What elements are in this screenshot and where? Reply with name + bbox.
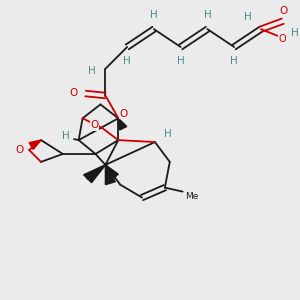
Text: H: H [164, 129, 172, 139]
Text: O: O [279, 34, 286, 44]
Text: O: O [70, 88, 78, 98]
Text: H: H [123, 56, 131, 66]
Text: H: H [230, 56, 238, 66]
Polygon shape [118, 118, 127, 130]
Text: H: H [244, 12, 252, 22]
Text: O: O [15, 145, 23, 155]
Text: Me: Me [184, 192, 198, 201]
Text: H: H [88, 66, 95, 76]
Text: O: O [120, 109, 128, 119]
Polygon shape [84, 165, 105, 183]
Text: H: H [62, 131, 70, 141]
Polygon shape [105, 165, 115, 185]
Text: H: H [177, 56, 184, 66]
Text: H: H [150, 10, 158, 20]
Text: O: O [90, 120, 99, 130]
Text: O: O [280, 6, 288, 16]
Polygon shape [105, 165, 119, 179]
Polygon shape [29, 140, 41, 149]
Polygon shape [88, 165, 105, 180]
Text: H: H [291, 28, 298, 38]
Text: H: H [204, 10, 211, 20]
